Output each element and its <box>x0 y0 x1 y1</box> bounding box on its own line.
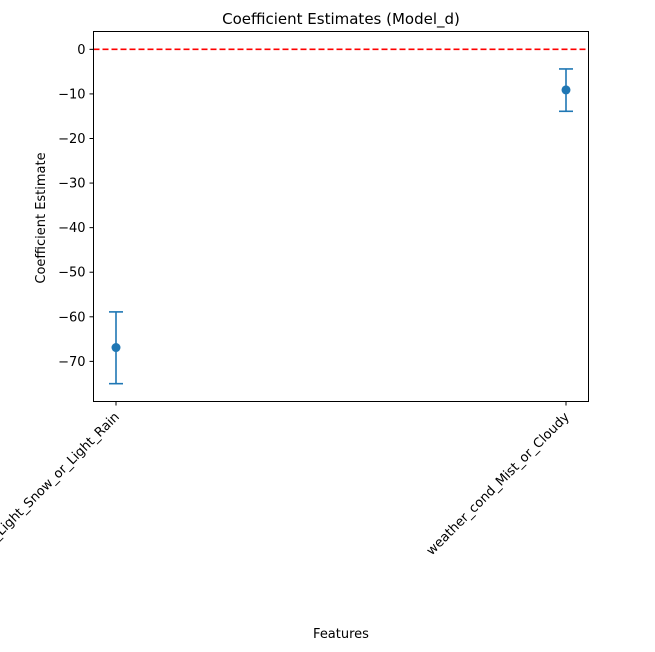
y-tick-label: −40 <box>58 221 85 236</box>
x-tick-label: weather_cond_Mist_or_Cloudy <box>424 410 573 559</box>
x-tick-label: weather_cond_Light_Snow_or_Light_Rain <box>0 410 123 608</box>
y-tick-label: −60 <box>58 310 85 325</box>
y-tick-label: 0 <box>77 43 85 58</box>
coefficient-point <box>561 85 571 95</box>
y-tick-label: −70 <box>58 355 85 370</box>
y-tick-label: −30 <box>58 177 85 192</box>
y-tick-label: −20 <box>58 132 85 147</box>
plot-frame <box>93 31 589 402</box>
y-tick-label: −50 <box>58 266 85 281</box>
plot-area: 0 −10 −20 −30 −40 −50 −60 −70 weather_cond_Light… <box>0 43 589 608</box>
y-axis-label: Coefficient Estimate <box>34 152 49 283</box>
chart-title: Coefficient Estimates (Model_d) <box>222 10 460 29</box>
x-axis-label: Features <box>313 627 369 642</box>
y-tick-label: −10 <box>58 87 85 102</box>
coefficient-point <box>111 343 121 353</box>
